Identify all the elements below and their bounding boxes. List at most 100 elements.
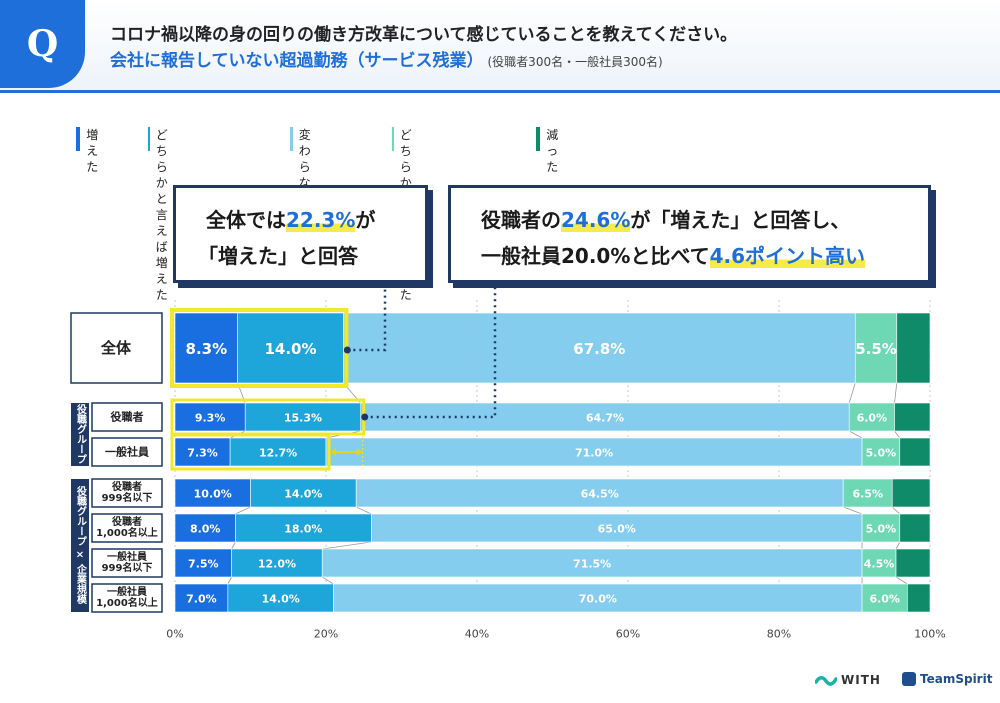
- row-label-box: [91, 513, 163, 543]
- row-label-box: [91, 437, 163, 467]
- group-label-role: 役職グループ: [75, 403, 87, 464]
- x-tick-label: 20%: [314, 628, 338, 641]
- bar-segment: [899, 437, 931, 467]
- bar-value-label: 5.5%: [855, 340, 897, 358]
- group-label-role-size: 役職グループ × 企業規模: [75, 485, 88, 605]
- bar-segment: [854, 312, 898, 384]
- leader-line: [364, 288, 497, 419]
- bar-value-label: 5.0%: [866, 447, 897, 460]
- legend-swatch: [148, 127, 150, 151]
- category-label: 1,000名以上: [96, 526, 158, 539]
- legend-swatch: [290, 127, 293, 151]
- connector-line: [231, 541, 236, 550]
- diff-arrow-head: [330, 448, 336, 456]
- bar-value-label: 6.5%: [852, 488, 883, 501]
- callout-text: が「増えた」と回答し、: [630, 208, 851, 232]
- bar-value-label: 70.0%: [579, 593, 617, 606]
- bar-segment: [174, 513, 236, 543]
- legend-label: どちらかと言えば 増えた: [155, 128, 168, 302]
- connector-line: [848, 382, 856, 404]
- bar-value-label: 67.8%: [573, 340, 625, 358]
- connector-line: [891, 506, 901, 515]
- bar-value-label: 18.0%: [284, 523, 322, 536]
- x-tick-label: 40%: [465, 628, 489, 641]
- callout-highlight: 24.6%: [561, 208, 631, 232]
- bar-segment: [325, 437, 863, 467]
- bar-segment: [174, 478, 251, 508]
- bar-value-label: 14.0%: [284, 488, 322, 501]
- bar-segment: [861, 437, 901, 467]
- row-label-box: [91, 548, 163, 578]
- legend-swatch: [392, 127, 394, 151]
- bar-value-label: 12.7%: [259, 447, 297, 460]
- header: Q コロナ禍以降の身の回りの働き方改革について感じていることを教えてください。 …: [0, 0, 1000, 90]
- question-topic-line: 会社に報告していない超過勤務（サービス残業） (役職者300名・一般社員300名): [110, 46, 663, 71]
- category-label: 一般社員: [107, 585, 147, 598]
- diff-arrow-head: [356, 448, 363, 456]
- bar-segment: [343, 312, 856, 384]
- bar-value-label: 8.0%: [190, 523, 221, 536]
- question-topic: 会社に報告していない超過勤務（サービス残業）: [110, 51, 484, 71]
- bar-segment: [229, 437, 327, 467]
- bar-segment: [174, 583, 229, 613]
- row-label-box: [91, 402, 163, 432]
- callout-text: 一般社員20.0%と比べて: [481, 244, 710, 268]
- bar-value-label: 64.7%: [586, 412, 624, 425]
- bar-segment: [321, 548, 863, 578]
- row-label-box: [70, 312, 163, 384]
- bar-value-label: 7.3%: [187, 447, 218, 460]
- category-label: 役職者: [110, 410, 144, 424]
- connector-line: [356, 506, 372, 515]
- category-label: 1,000名以上: [96, 596, 158, 609]
- bar-value-label: 15.3%: [284, 412, 322, 425]
- x-tick-label: 100%: [914, 628, 945, 641]
- callout-role-line2: 一般社員20.0%と比べて4.6ポイント高い: [481, 240, 866, 269]
- bar-segment: [895, 548, 931, 578]
- question-badge-letter: Q: [26, 23, 59, 65]
- category-label: 999名以下: [102, 491, 153, 504]
- callout-overall-line1: 全体では22.3%が: [206, 204, 375, 233]
- bar-segment: [370, 513, 863, 543]
- bar-value-label: 71.5%: [573, 558, 611, 571]
- legend-label: 増えた: [86, 128, 99, 174]
- bar-value-label: 8.3%: [186, 340, 228, 358]
- bar-segment: [907, 583, 931, 613]
- connector-line: [849, 430, 863, 439]
- connector-line: [227, 576, 232, 585]
- bar-segment: [891, 478, 931, 508]
- teamspirit-logo-text: TeamSpirit: [920, 672, 993, 686]
- legend-item-decreased: 減った: [536, 127, 563, 175]
- connector-line: [894, 430, 901, 439]
- connector-line: [235, 506, 251, 515]
- callout-text: 役職者の: [481, 208, 561, 232]
- bar-segment: [896, 312, 931, 384]
- row-label-box: [91, 478, 163, 508]
- category-label: 一般社員: [107, 550, 147, 563]
- callout-text: 全体では: [206, 208, 286, 232]
- bar-segment: [861, 548, 897, 578]
- bar-value-label: 14.0%: [264, 340, 316, 358]
- bar-segment: [237, 312, 344, 384]
- question-text: コロナ禍以降の身の回りの働き方改革について感じていることを教えてください。: [110, 25, 738, 45]
- callout-role-line1: 役職者の24.6%が「増えた」と回答し、: [481, 204, 850, 233]
- bar-segment: [244, 402, 362, 432]
- highlight-frame: [170, 433, 331, 471]
- connector-line: [322, 541, 372, 550]
- callout-highlight: 4.6ポイント高い: [709, 244, 866, 268]
- bar-segment: [861, 513, 901, 543]
- header-rule: [0, 90, 1000, 93]
- connector-line: [895, 576, 908, 585]
- bar-segment: [227, 583, 334, 613]
- bar-value-label: 14.0%: [262, 593, 300, 606]
- bar-value-label: 6.0%: [857, 412, 888, 425]
- legend-label: 減った: [546, 128, 559, 174]
- row-label-box: [91, 583, 163, 613]
- with-logo-text: WITH: [841, 673, 881, 687]
- bar-segment: [842, 478, 893, 508]
- with-logo-icon: [814, 673, 838, 687]
- bar-segment: [360, 402, 850, 432]
- bar-value-label: 71.0%: [575, 447, 613, 460]
- with-logo: WITH: [814, 673, 881, 687]
- bar-segment: [250, 478, 357, 508]
